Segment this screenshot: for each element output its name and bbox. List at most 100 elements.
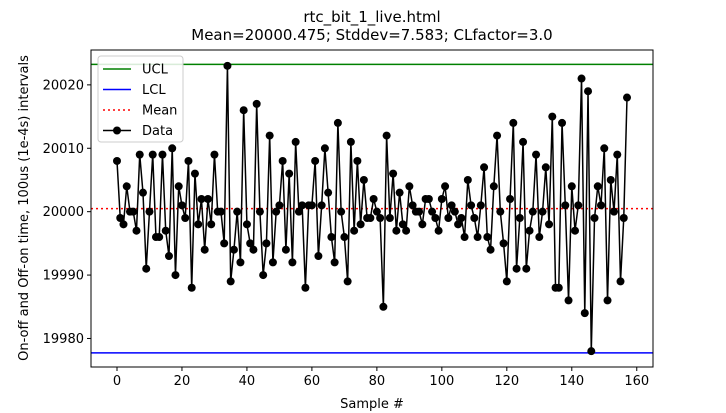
data-point <box>408 201 417 210</box>
data-point <box>567 182 576 191</box>
data-point <box>301 283 310 292</box>
y-tick-label: 20000 <box>43 205 84 220</box>
data-point <box>132 226 141 235</box>
data-point <box>275 201 284 210</box>
data-point <box>298 201 307 210</box>
data-point <box>171 271 180 280</box>
data-point <box>161 226 170 235</box>
data-point <box>272 207 281 216</box>
data-point <box>268 258 277 267</box>
data-point <box>528 207 537 216</box>
data-point <box>112 156 121 165</box>
data-point <box>116 214 125 223</box>
data-point <box>561 201 570 210</box>
data-point <box>415 207 424 216</box>
x-tick-label: 160 <box>624 374 649 389</box>
data-point <box>457 214 466 223</box>
data-point <box>389 169 398 178</box>
legend-box <box>97 55 184 143</box>
data-point <box>541 163 550 172</box>
data-point <box>324 188 333 197</box>
legend-label: UCL <box>142 63 169 78</box>
y-tick-label: 19990 <box>43 269 84 284</box>
data-point <box>200 245 209 254</box>
data-point <box>145 207 154 216</box>
x-tick-label: 20 <box>174 374 191 389</box>
y-axis-ticks: 19980 19990 20000 20010 20020 <box>43 78 91 347</box>
data-point <box>480 163 489 172</box>
data-point <box>519 137 528 146</box>
data-point <box>327 233 336 242</box>
data-point <box>489 182 498 191</box>
data-point <box>382 131 391 140</box>
data-point <box>395 188 404 197</box>
data-point <box>587 347 596 356</box>
y-tick-label: 20020 <box>43 78 84 93</box>
data-point <box>522 264 531 273</box>
data-point <box>470 214 479 223</box>
data-point <box>314 252 323 261</box>
data-point <box>246 239 255 248</box>
data-point <box>376 214 385 223</box>
data-point <box>619 214 628 223</box>
data-point <box>317 201 326 210</box>
data-point <box>558 118 567 127</box>
data-point <box>233 207 242 216</box>
data-point <box>606 175 615 184</box>
data-line <box>116 65 628 352</box>
data-point <box>447 201 456 210</box>
data-point <box>418 220 427 229</box>
data-point <box>512 264 521 273</box>
x-tick-label: 0 <box>113 374 121 389</box>
data-point <box>187 283 196 292</box>
data-point <box>129 207 138 216</box>
data-point <box>603 296 612 305</box>
data-point <box>424 194 433 203</box>
data-point <box>155 233 164 242</box>
data-point <box>434 226 443 235</box>
data-point <box>220 239 229 248</box>
data-point <box>291 137 300 146</box>
data-point <box>476 201 485 210</box>
data-point <box>460 233 469 242</box>
data-point <box>610 207 619 216</box>
data-point <box>437 194 446 203</box>
data-point <box>353 156 362 165</box>
data-point <box>496 207 505 216</box>
data-point <box>337 207 346 216</box>
data-point <box>467 201 476 210</box>
data-point <box>346 137 355 146</box>
data-point <box>428 207 437 216</box>
data-point <box>379 302 388 311</box>
data-point <box>593 182 602 191</box>
data-point <box>197 194 206 203</box>
data-point <box>168 144 177 153</box>
data-point <box>181 214 190 223</box>
y-axis-label: On-off and Off-on time, 100us (1e-4s) in… <box>17 55 32 361</box>
x-tick-label: 120 <box>494 374 519 389</box>
data-point <box>158 150 167 159</box>
x-tick-label: 80 <box>369 374 386 389</box>
data-point <box>369 194 378 203</box>
data-point <box>343 277 352 286</box>
data-point <box>538 207 547 216</box>
data-point <box>359 175 368 184</box>
data-point <box>486 245 495 254</box>
data-series-line <box>116 65 628 352</box>
x-tick-label: 60 <box>304 374 321 389</box>
data-point <box>119 220 128 229</box>
data-point <box>242 220 251 229</box>
data-point <box>574 201 583 210</box>
data-point <box>535 233 544 242</box>
data-point <box>177 201 186 210</box>
data-point <box>278 156 287 165</box>
chart-subtitle: Mean=20000.475; Stddev=7.583; CLfactor=3… <box>191 26 552 44</box>
x-tick-label: 140 <box>559 374 584 389</box>
data-point <box>580 309 589 318</box>
data-point <box>333 118 342 127</box>
data-point <box>450 207 459 216</box>
data-point <box>431 214 440 223</box>
data-point <box>532 150 541 159</box>
data-series-points <box>112 61 632 356</box>
